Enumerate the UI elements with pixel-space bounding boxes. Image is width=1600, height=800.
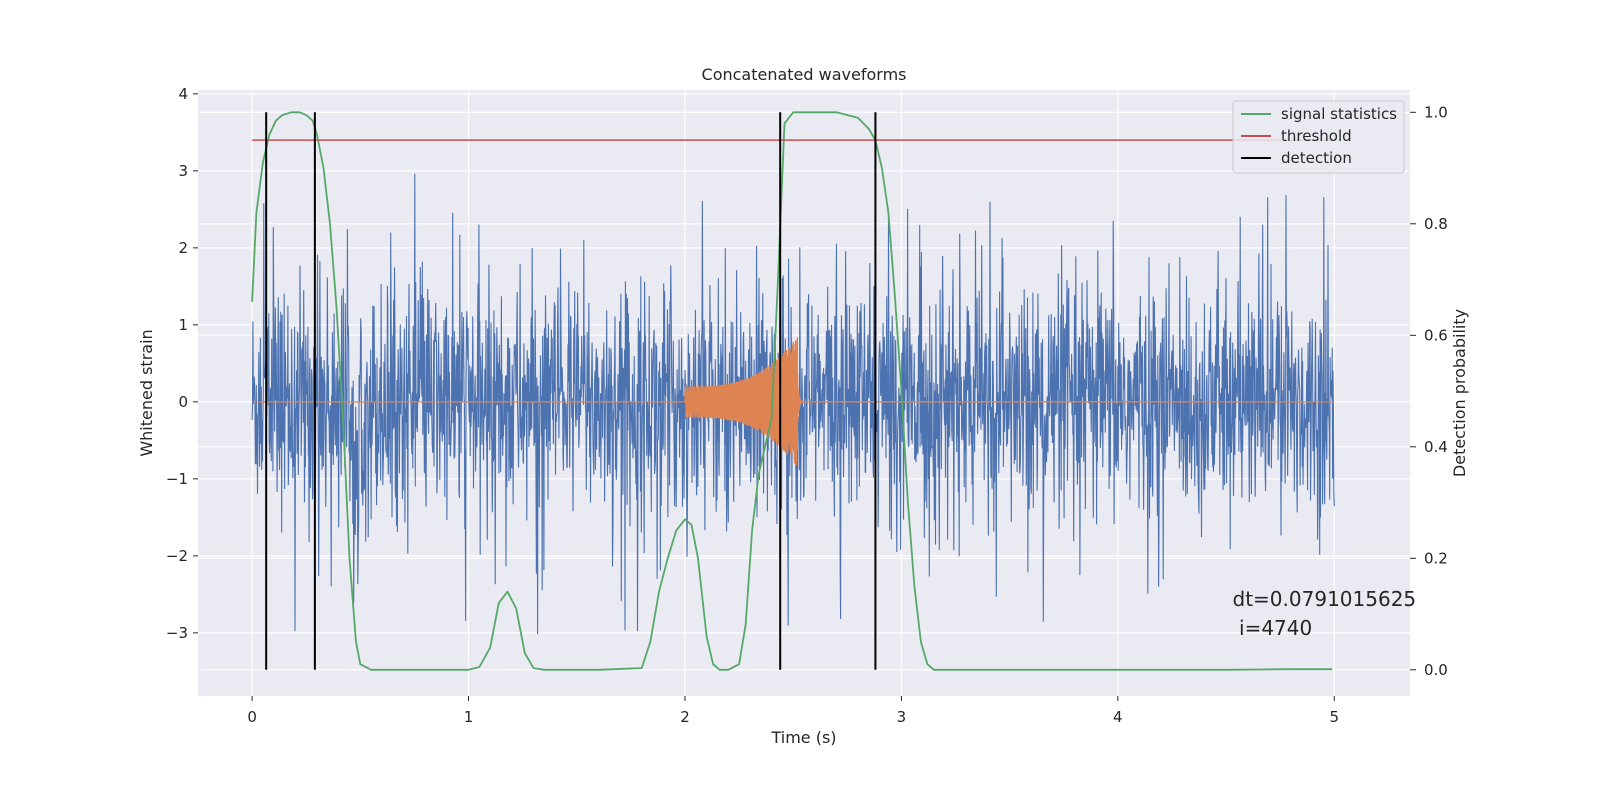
y-tick-label: 4 (178, 85, 188, 103)
legend-box (1232, 100, 1405, 174)
y-tick-label: 3 (178, 162, 188, 180)
annotation-text: dt=0.0791015625 (1233, 587, 1417, 611)
x-tick-label: 2 (680, 708, 690, 726)
x-tick-label: 4 (1113, 708, 1123, 726)
series-layer (251, 111, 1335, 671)
waveform-chirp-line (252, 337, 1335, 466)
y-axis-left-label: Whitened strain (137, 329, 156, 456)
x-axis-ticks: 0 1 2 3 4 5 (247, 696, 1339, 726)
y-tick-label: 1 (178, 316, 188, 334)
legend-entry: detection (1281, 149, 1352, 167)
annotations: dt=0.0791015625 i=4740 (1233, 587, 1417, 640)
x-tick-label: 1 (464, 708, 474, 726)
y-tick-label: 0 (178, 393, 188, 411)
legend-entry: threshold (1281, 127, 1352, 145)
x-tick-label: 5 (1329, 708, 1339, 726)
y-tick-label: −3 (166, 624, 188, 642)
signal-statistics-line (251, 111, 1333, 671)
y-right-tick-label: 0.4 (1424, 438, 1448, 456)
y-tick-label: −2 (166, 547, 188, 565)
y-right-tick-label: 0.0 (1424, 661, 1448, 679)
x-tick-label: 0 (247, 708, 257, 726)
y-tick-label: −1 (166, 470, 188, 488)
y-right-tick-label: 1.0 (1424, 103, 1448, 121)
y-right-tick-label: 0.2 (1424, 549, 1448, 567)
y-tick-label: 2 (178, 239, 188, 257)
y-right-tick-label: 0.8 (1424, 215, 1448, 233)
y-axis-left-ticks: −3 −2 −1 0 1 2 3 4 (166, 85, 198, 642)
legend-entry: signal statistics (1281, 105, 1397, 123)
y-axis-right-ticks: 0.0 0.2 0.4 0.6 0.8 1.0 (1410, 103, 1448, 679)
legend: signal statistics threshold detection (1232, 100, 1405, 174)
x-tick-label: 3 (897, 708, 907, 726)
y-right-tick-label: 0.6 (1424, 326, 1448, 344)
x-axis-label: Time (s) (770, 728, 836, 747)
y-axis-right-label: Detection probability (1450, 309, 1469, 477)
annotation-text: i=4740 (1239, 616, 1312, 640)
chart-title: Concatenated waveforms (702, 65, 907, 84)
